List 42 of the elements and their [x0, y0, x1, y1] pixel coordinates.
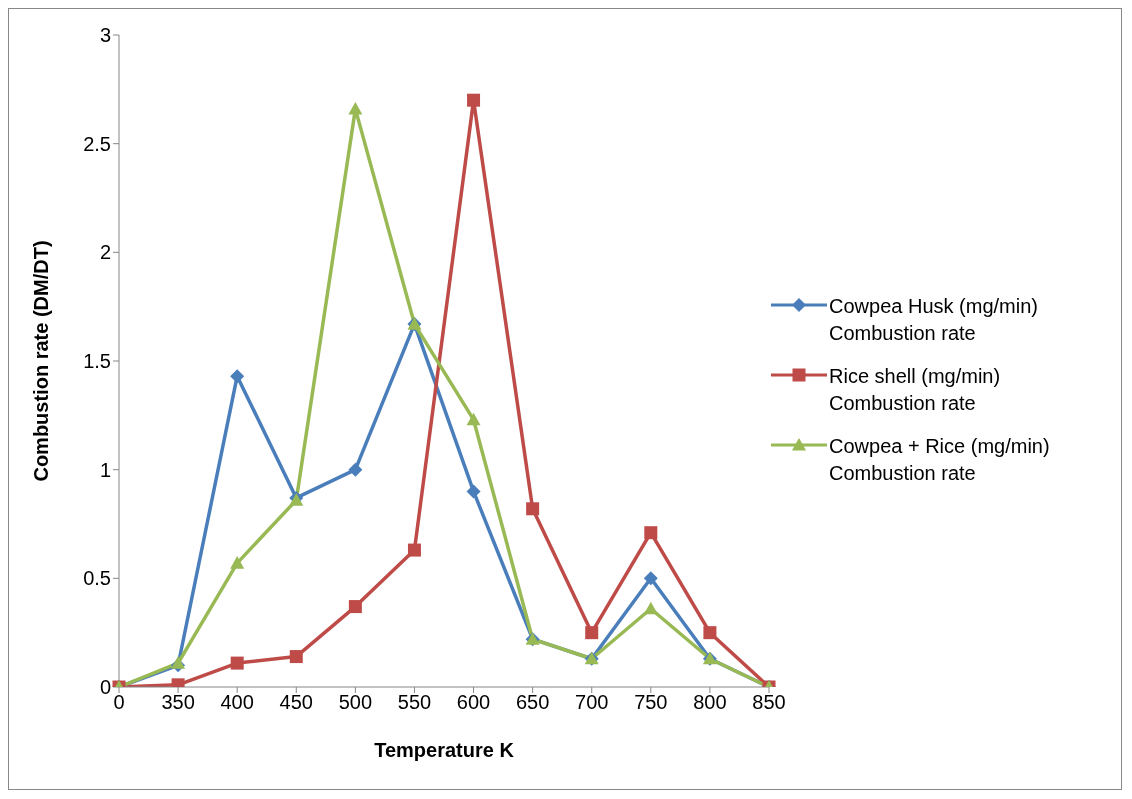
- legend-label: Rice shell (mg/min) Combustion rate: [829, 364, 1002, 416]
- point: [466, 412, 481, 426]
- point: [643, 571, 658, 586]
- y-tick-label: 1: [99, 458, 111, 481]
- y-axis-title: Combustion rate (DM/DT): [30, 240, 53, 482]
- point: [230, 656, 244, 670]
- x-axis-title: Temperature K: [374, 739, 515, 761]
- point: [407, 543, 421, 557]
- y-tick-label: 0: [99, 676, 111, 699]
- x-tick-label: 750: [634, 691, 668, 714]
- x-tick-label: 450: [279, 691, 313, 714]
- legend-label: Cowpea + Rice (mg/min) Combustion rate: [829, 434, 1051, 486]
- point: [703, 626, 717, 640]
- y-tick-label: 1.5: [83, 350, 111, 373]
- legend-label: Cowpea Husk (mg/min) Combustion rate: [829, 294, 1039, 346]
- point: [585, 626, 599, 640]
- point: [230, 369, 245, 384]
- y-tick-label: 2.5: [83, 132, 111, 155]
- point: [467, 93, 481, 107]
- point: [171, 656, 186, 669]
- point: [643, 601, 658, 615]
- point: [466, 484, 481, 499]
- point: [230, 556, 245, 569]
- point: [526, 502, 540, 516]
- x-tick-label: 400: [220, 691, 254, 714]
- x-tick-label: 600: [456, 691, 491, 714]
- x-tick-label: 850: [752, 691, 786, 714]
- x-tick-label: 500: [338, 691, 373, 714]
- y-tick-label: 2: [99, 241, 111, 264]
- y-tick-label: 0.5: [83, 567, 111, 590]
- point: [289, 650, 303, 664]
- point: [348, 462, 363, 477]
- point: [348, 600, 362, 614]
- x-tick-label: 0: [113, 691, 125, 714]
- y-tick-label: 3: [99, 24, 111, 47]
- point: [348, 101, 363, 115]
- x-tick-label: 350: [161, 691, 195, 714]
- x-tick-label: 650: [515, 691, 550, 714]
- x-tick-label: 800: [693, 691, 727, 714]
- x-tick-label: 700: [575, 691, 609, 714]
- x-tick-label: 550: [397, 691, 432, 714]
- point: [644, 526, 658, 540]
